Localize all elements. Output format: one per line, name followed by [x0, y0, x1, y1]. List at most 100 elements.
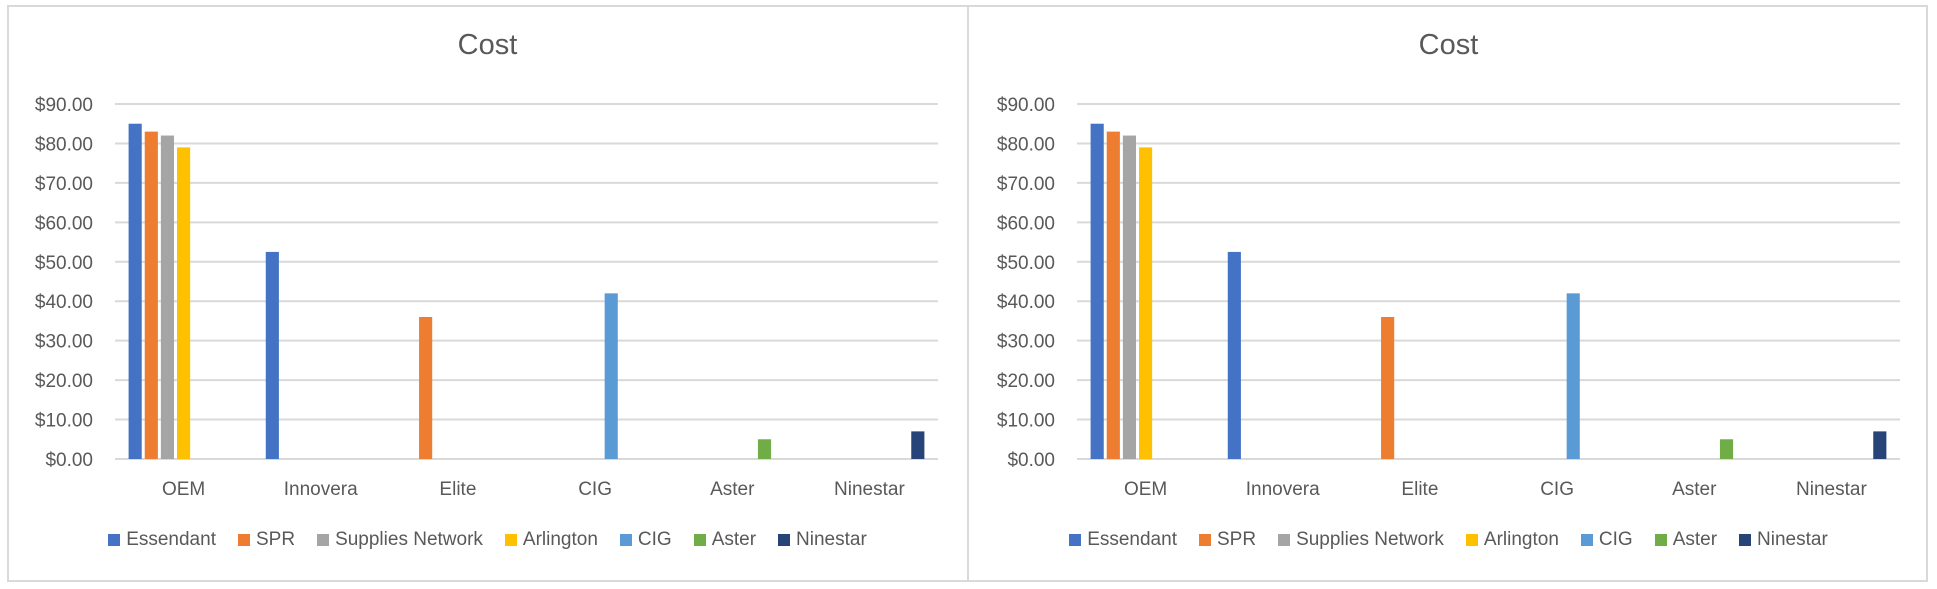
legend-label: CIG [637, 529, 672, 550]
legend-swatch-icon [1654, 534, 1667, 546]
legend: Essendant SPR Supplies Network Arlington CIG… [969, 529, 1928, 551]
y-axis-tick-label: $30.00 [35, 332, 93, 353]
bar-essendant-oem[interactable] [1090, 123, 1104, 459]
y-axis-tick-label: $10.00 [35, 411, 93, 432]
x-axis-category-label: Ninestar [1796, 479, 1867, 500]
plot-area: $0.00 $10.00 $20.00 $30.00 $40.00 $50.00 $60.0… [35, 95, 938, 500]
legend-item-essendant[interactable]: Essendant [108, 529, 216, 551]
legend-swatch-icon [1580, 534, 1593, 546]
y-axis-tick-label: $70.00 [35, 174, 93, 195]
legend-item-supplies-network[interactable]: Supplies Network [317, 529, 483, 551]
y-axis-tick-label: $20.00 [997, 371, 1055, 392]
legend-swatch-icon [1069, 534, 1082, 546]
bar-ninestar-ninestar[interactable] [1873, 431, 1887, 459]
y-axis-tick-label: $50.00 [35, 253, 93, 274]
legend-label: Essendant [1087, 529, 1177, 550]
legend-label: Supplies Network [1296, 529, 1444, 550]
legend-item-spr[interactable]: SPR [1198, 529, 1257, 551]
bar-essendant-oem[interactable] [128, 123, 142, 459]
y-axis-tick-label: $80.00 [997, 134, 1055, 155]
bar-supplies-network-oem[interactable] [160, 135, 175, 460]
bar-supplies-network-oem[interactable] [1122, 135, 1137, 460]
x-axis-category-label: Aster [710, 479, 755, 500]
cost-chart-left: Cost $0.00 $10.00 $20.00 $30.00 $40.00 $50.00… [7, 5, 968, 582]
legend-item-arlington[interactable]: Arlington [504, 529, 598, 551]
legend-item-supplies-network[interactable]: Supplies Network [1278, 529, 1444, 551]
x-axis-category-label: OEM [1124, 479, 1167, 500]
x-axis-category-label: CIG [1540, 479, 1574, 500]
plot-area: $0.00 $10.00 $20.00 $30.00 $40.00 $50.00 $60.0… [997, 95, 1900, 500]
legend-item-ninestar[interactable]: Ninestar [1739, 529, 1828, 551]
bar-spr-elite[interactable] [1381, 317, 1395, 459]
x-axis-category-label: Elite [1401, 479, 1438, 500]
legend-label: Arlington [522, 529, 598, 550]
legend-swatch-icon [693, 534, 706, 546]
bar-essendant-innovera[interactable] [1227, 251, 1241, 459]
legend-label: Aster [711, 529, 757, 550]
legend-label: Essendant [126, 529, 216, 550]
y-axis-tick-label: $90.00 [35, 95, 93, 116]
y-axis-tick-label: $60.00 [997, 213, 1055, 234]
legend-item-spr[interactable]: SPR [237, 529, 296, 551]
x-axis-category-label: OEM [162, 479, 205, 500]
legend-swatch-icon [1465, 534, 1478, 546]
y-axis-tick-label: $20.00 [35, 371, 93, 392]
cost-chart-right: Cost $0.00 $10.00 $20.00 $30.00 $40.00 $50.00… [967, 5, 1928, 582]
bar-aster-aster[interactable] [1719, 439, 1734, 459]
bar-cig-cig[interactable] [604, 293, 618, 459]
y-axis-tick-label: $40.00 [997, 292, 1055, 313]
legend-label: Arlington [1483, 529, 1559, 550]
legend-item-arlington[interactable]: Arlington [1465, 529, 1559, 551]
legend-swatch-icon [1198, 534, 1211, 546]
chart-title: Cost [457, 29, 518, 61]
bar-ninestar-ninestar[interactable] [911, 431, 925, 459]
legend-swatch-icon [619, 534, 632, 546]
legend-item-cig[interactable]: CIG [619, 529, 672, 551]
legend-swatch-icon [237, 534, 250, 546]
legend-swatch-icon [108, 534, 121, 546]
legend-item-cig[interactable]: CIG [1580, 529, 1633, 551]
y-axis-tick-label: $0.00 [45, 450, 93, 471]
legend-item-essendant[interactable]: Essendant [1069, 529, 1177, 551]
x-axis-category-label: Ninestar [834, 479, 905, 500]
y-axis-tick-label: $30.00 [997, 332, 1055, 353]
chart-title: Cost [1418, 29, 1479, 61]
legend-swatch-icon [778, 534, 791, 546]
bar-aster-aster[interactable] [757, 439, 772, 459]
legend: Essendant SPR Supplies Network Arlington CIG… [7, 529, 968, 551]
legend-label: Ninestar [1757, 529, 1828, 550]
x-axis-category-label: Aster [1672, 479, 1717, 500]
x-axis-category-label: Innovera [284, 479, 358, 500]
bar-cig-cig[interactable] [1566, 293, 1580, 459]
x-axis-category-label: Innovera [1246, 479, 1320, 500]
legend-item-ninestar[interactable]: Ninestar [778, 529, 867, 551]
y-axis-tick-label: $90.00 [997, 95, 1055, 116]
legend-label: SPR [1216, 529, 1257, 550]
legend-item-aster[interactable]: Aster [693, 529, 757, 551]
y-axis-tick-label: $80.00 [35, 134, 93, 155]
legend-swatch-icon [317, 534, 330, 546]
legend-label: Ninestar [796, 529, 867, 550]
bar-essendant-innovera[interactable] [265, 251, 279, 459]
bar-spr-elite[interactable] [419, 317, 433, 459]
y-axis-tick-label: $50.00 [997, 253, 1055, 274]
y-axis-tick-label: $0.00 [1007, 450, 1055, 471]
bar-arlington-oem[interactable] [177, 147, 191, 459]
y-axis-tick-label: $70.00 [997, 174, 1055, 195]
legend-swatch-icon [1278, 534, 1291, 546]
legend-label: Supplies Network [335, 529, 483, 550]
y-axis-tick-label: $40.00 [35, 292, 93, 313]
bar-spr-oem[interactable] [144, 131, 158, 459]
legend-swatch-icon [504, 534, 517, 546]
bar-spr-oem[interactable] [1106, 131, 1120, 459]
x-axis-category-label: Elite [439, 479, 476, 500]
y-axis-tick-label: $60.00 [35, 213, 93, 234]
legend-swatch-icon [1739, 534, 1752, 546]
legend-label: CIG [1598, 529, 1633, 550]
x-axis-category-label: CIG [578, 479, 612, 500]
y-axis-tick-label: $10.00 [997, 411, 1055, 432]
legend-label: SPR [255, 529, 296, 550]
legend-item-aster[interactable]: Aster [1654, 529, 1718, 551]
bar-arlington-oem[interactable] [1139, 147, 1153, 459]
legend-label: Aster [1672, 529, 1718, 550]
